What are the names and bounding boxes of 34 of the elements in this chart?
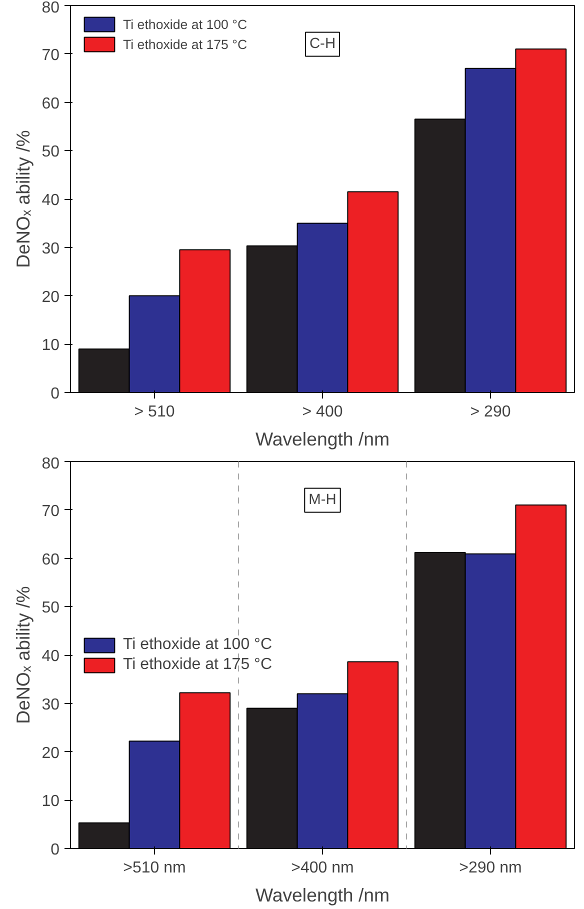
legend-label: Ti ethoxide at 100 °C — [123, 16, 248, 32]
y-tick-label: 20 — [42, 744, 60, 762]
y-tick-label: 60 — [42, 551, 60, 568]
legend-label: Ti ethoxide at 100 °C — [123, 636, 272, 654]
x-tick-label: > 290 — [470, 404, 511, 420]
x-tick-label: >510 nm — [123, 860, 186, 876]
x-tick-label: >400 nm — [291, 860, 354, 876]
y-tick-label: 70 — [42, 502, 60, 520]
x-tick-label: > 510 — [134, 404, 175, 420]
y-axis-title: DeNOₓ ability /% — [12, 586, 34, 724]
x-tick-label: >290 nm — [459, 860, 522, 876]
annotation: M-H — [308, 492, 336, 508]
y-axis-title: DeNOₓ ability /% — [12, 130, 34, 268]
legend-label: Ti ethoxide at 175 °C — [123, 36, 248, 52]
y-tick-label: 50 — [42, 144, 60, 161]
y-tick-label: 10 — [42, 337, 60, 354]
y-tick-label: 20 — [42, 288, 60, 306]
y-tick-label: 50 — [42, 600, 60, 617]
x-axis-title: Wavelength /nm — [255, 428, 390, 450]
x-tick-label: > 400 — [302, 404, 343, 420]
y-tick-label: 70 — [42, 46, 60, 64]
x-axis-title: Wavelength /nm — [255, 884, 390, 906]
y-tick-label: 60 — [42, 95, 60, 112]
y-tick-label: 0 — [50, 842, 60, 858]
y-tick-label: 30 — [42, 696, 60, 714]
y-tick-label: 80 — [42, 0, 60, 16]
annotation: C-H — [309, 36, 336, 52]
y-tick-label: 0 — [50, 386, 60, 402]
y-tick-label: 30 — [42, 240, 60, 258]
y-tick-label: 10 — [42, 793, 60, 810]
y-tick-label: 40 — [42, 192, 60, 209]
legend-label: Ti ethoxide at 175 °C — [123, 656, 272, 674]
y-tick-label: 80 — [42, 456, 60, 472]
y-tick-label: 40 — [42, 648, 60, 665]
